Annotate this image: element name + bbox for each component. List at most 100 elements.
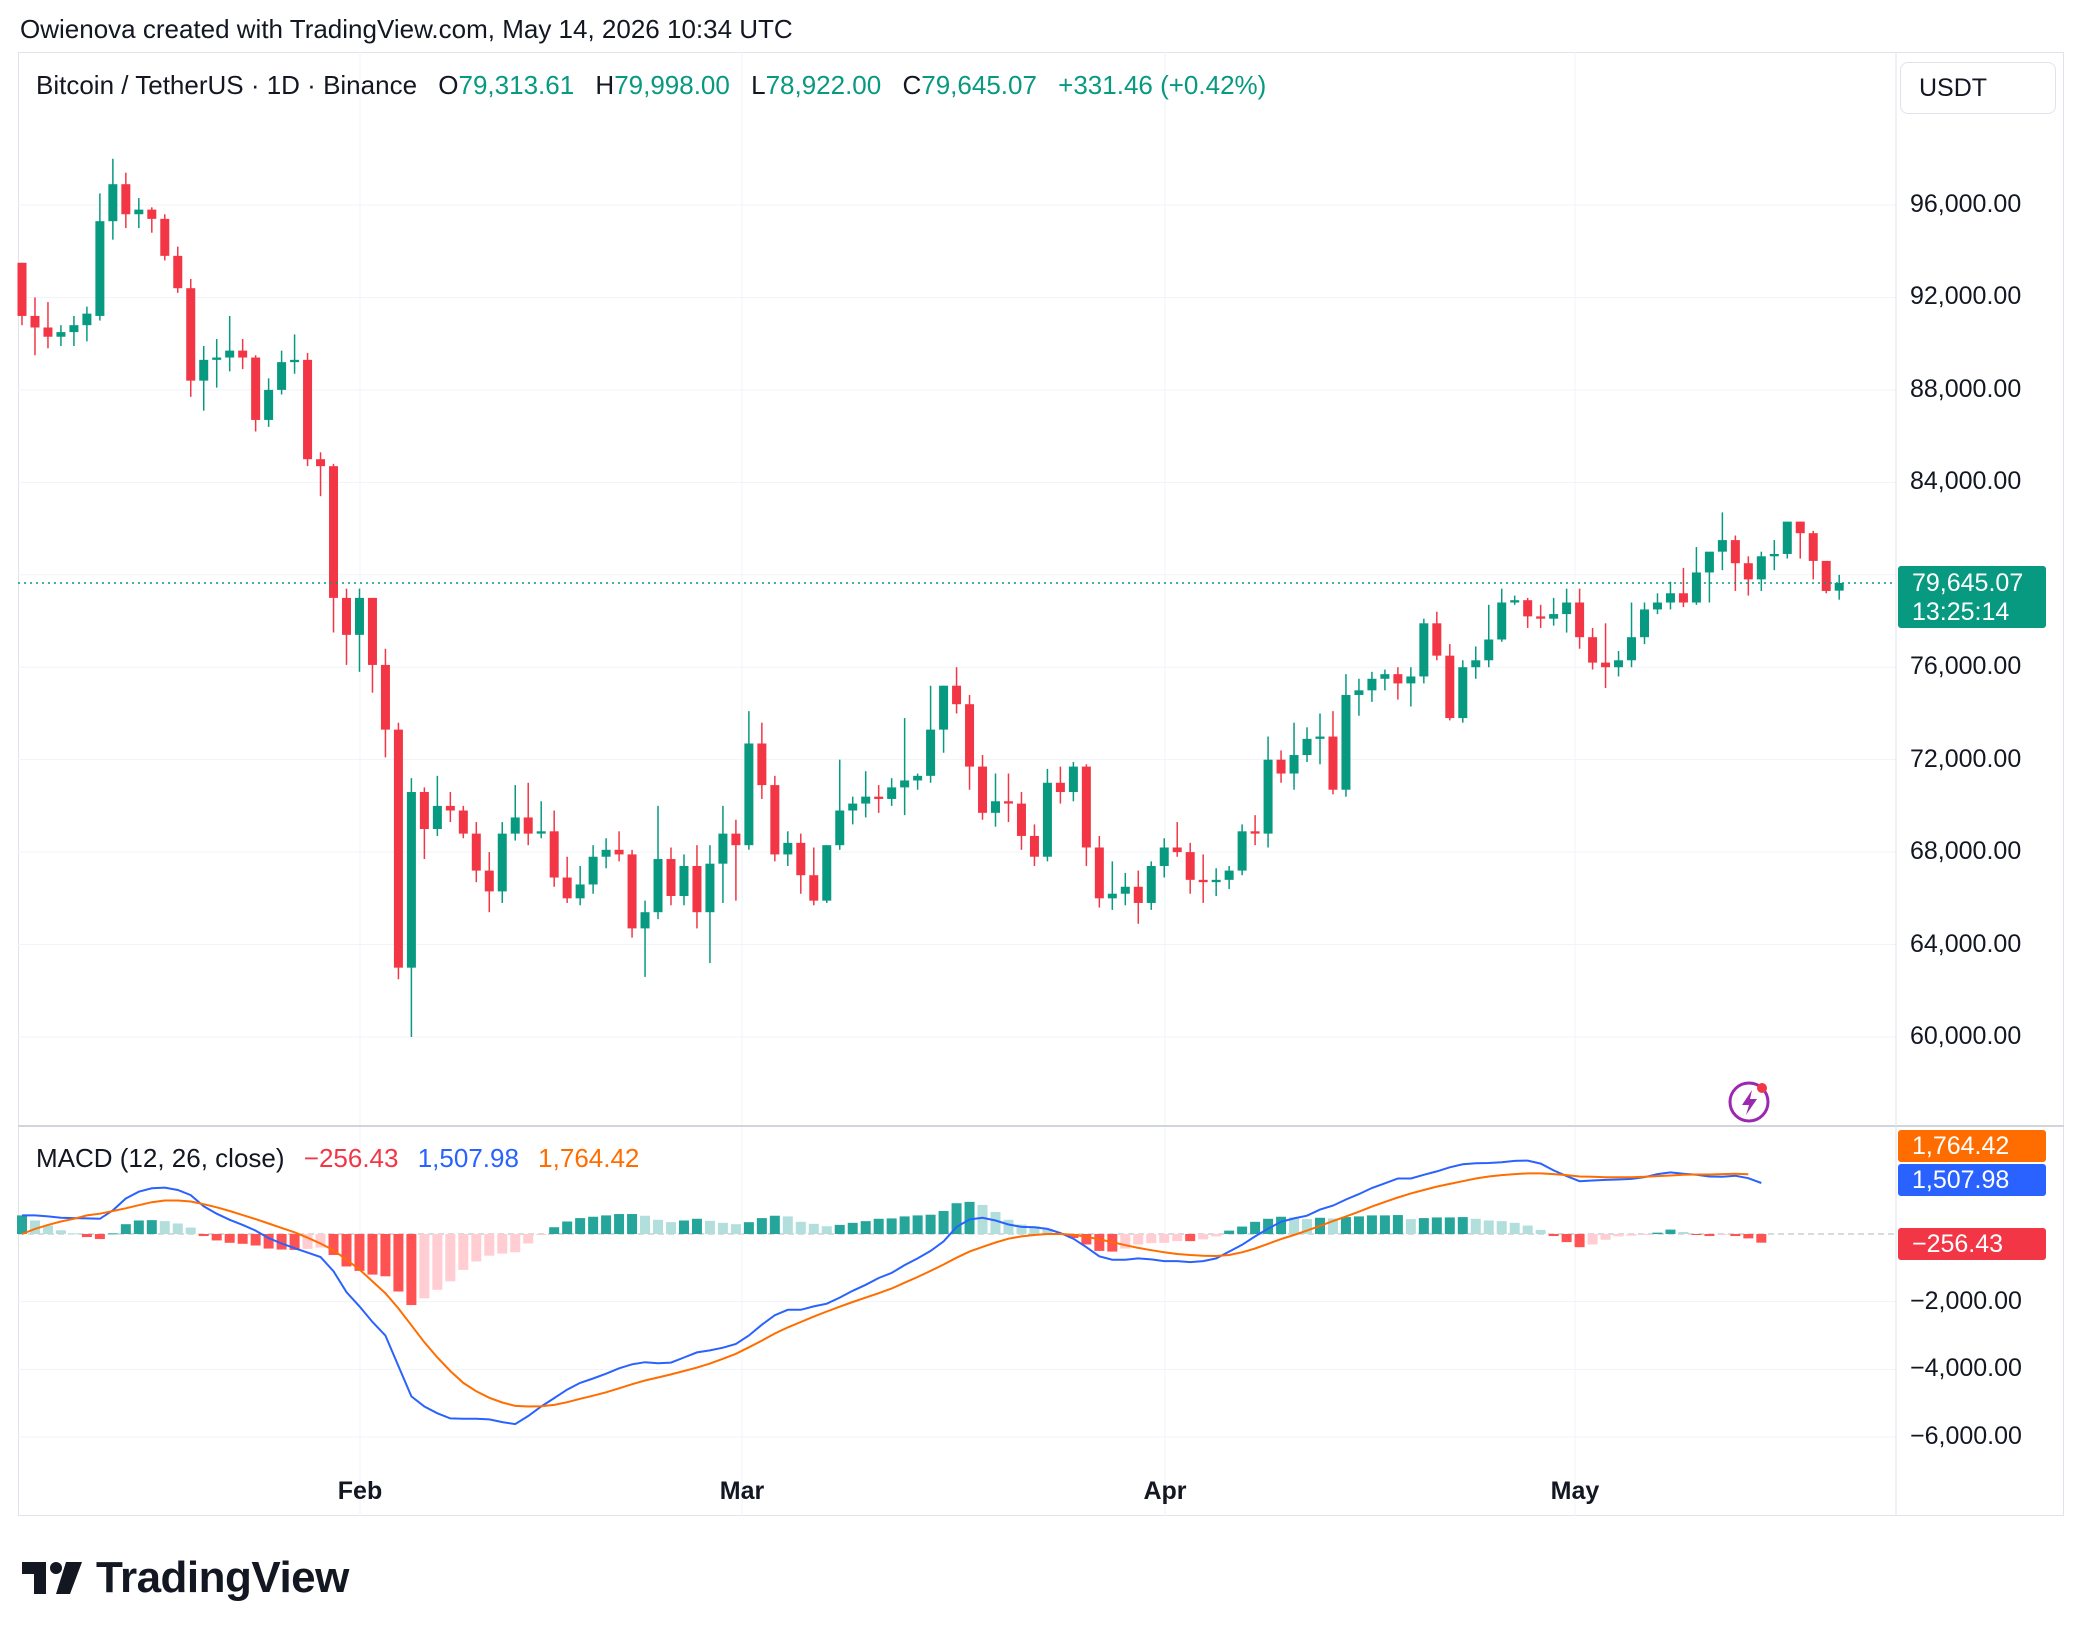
candle-body bbox=[770, 785, 780, 855]
candle-body bbox=[17, 262, 27, 316]
macd-histogram-bar bbox=[1496, 1221, 1507, 1234]
macd-histogram-bar bbox=[549, 1227, 560, 1234]
price-tick-label: 84,000.00 bbox=[1910, 467, 2022, 496]
time-tick-label: Feb bbox=[337, 1477, 383, 1505]
macd-histogram-bar bbox=[1276, 1216, 1287, 1234]
macd-histogram-bar bbox=[1185, 1234, 1196, 1242]
candle-body bbox=[653, 859, 663, 913]
candle-body bbox=[887, 787, 897, 799]
macd-histogram-bar bbox=[717, 1222, 728, 1234]
candle-body bbox=[1185, 852, 1195, 880]
macd-histogram-bar bbox=[834, 1224, 845, 1234]
macd-histogram-bar bbox=[289, 1234, 300, 1250]
candle-body bbox=[848, 803, 858, 811]
high-number: 79,998.00 bbox=[614, 70, 730, 100]
macd-histogram-bar bbox=[575, 1218, 586, 1234]
macd-histogram-bar bbox=[640, 1215, 651, 1234]
candle-body bbox=[1315, 736, 1325, 739]
macd-histogram-bar bbox=[68, 1233, 79, 1235]
candle-body bbox=[1354, 690, 1364, 695]
macd-histogram-bar bbox=[484, 1234, 495, 1256]
macd-histogram-bar bbox=[1237, 1226, 1248, 1234]
macd-histogram-bar bbox=[315, 1234, 326, 1248]
macd-histogram-bar bbox=[1548, 1234, 1559, 1237]
macd-histogram-bar bbox=[380, 1234, 391, 1277]
candle-body bbox=[367, 597, 377, 665]
candle-body bbox=[1640, 609, 1649, 638]
macd-histogram-bar bbox=[847, 1222, 858, 1234]
candle-body bbox=[1821, 560, 1831, 591]
candle-body bbox=[160, 218, 170, 256]
candle-body bbox=[212, 357, 222, 360]
candle-body bbox=[30, 315, 40, 328]
candle-body bbox=[614, 849, 624, 855]
low-number: 78,922.00 bbox=[765, 70, 882, 100]
price-tick-label: 72,000.00 bbox=[1910, 744, 2022, 773]
macd-title[interactable]: MACD (12, 26, close) bbox=[36, 1143, 285, 1173]
candle-body bbox=[303, 359, 313, 460]
macd-histogram-bar bbox=[1522, 1225, 1533, 1234]
candle-body bbox=[588, 856, 598, 885]
macd-tick-label: −4,000.00 bbox=[1910, 1354, 2022, 1383]
macd-histogram-bar bbox=[1457, 1217, 1468, 1234]
candle-body bbox=[380, 664, 390, 730]
candle-body bbox=[1406, 676, 1416, 684]
macd-histogram-bar bbox=[1444, 1217, 1455, 1234]
candle-body bbox=[1107, 893, 1117, 899]
candle-body bbox=[913, 775, 923, 781]
macd-histogram-bar bbox=[94, 1234, 105, 1240]
candle-body bbox=[627, 854, 637, 929]
macd-histogram-bar bbox=[614, 1214, 625, 1234]
candle-body bbox=[186, 288, 196, 381]
macd-histogram-bar bbox=[224, 1234, 235, 1243]
macd-tick-label: −6,000.00 bbox=[1910, 1422, 2022, 1450]
macd-histogram-bar bbox=[1756, 1234, 1767, 1243]
macd-histogram-bar bbox=[1159, 1234, 1170, 1243]
macd-histogram-bar bbox=[1133, 1234, 1144, 1245]
macd-histogram-bar bbox=[1224, 1230, 1235, 1234]
macd-histogram-bar bbox=[1198, 1234, 1209, 1240]
candle-body bbox=[445, 805, 455, 811]
macd-signal-tag: 1,764.42 bbox=[1898, 1130, 2046, 1162]
candle-body bbox=[264, 389, 274, 420]
candlestick-series bbox=[17, 158, 1896, 1037]
price-tick-label: 64,000.00 bbox=[1910, 929, 2022, 958]
candle-body bbox=[1704, 551, 1714, 573]
currency-button[interactable]: USDT bbox=[1900, 62, 2056, 114]
macd-histogram-bar bbox=[795, 1221, 806, 1234]
candle-body bbox=[731, 833, 741, 846]
macd-histogram-bar bbox=[445, 1234, 456, 1282]
candle-body bbox=[783, 842, 793, 855]
lightning-icon[interactable] bbox=[1728, 1078, 1774, 1129]
candle-body bbox=[147, 209, 157, 219]
signal-line bbox=[21, 1172, 1749, 1408]
macd-histogram-bar bbox=[432, 1234, 443, 1290]
macd-histogram-bar bbox=[1340, 1217, 1351, 1234]
macd-lines bbox=[21, 1159, 1762, 1426]
candle-body bbox=[1601, 662, 1611, 668]
candle-body bbox=[43, 327, 53, 337]
macd-histogram-bar bbox=[691, 1218, 702, 1234]
candle-body bbox=[1536, 616, 1546, 619]
macd-histogram-bar bbox=[1561, 1234, 1572, 1243]
macd-histogram-bar bbox=[302, 1234, 313, 1249]
macd-histogram-bar bbox=[1263, 1218, 1274, 1234]
macd-histogram-bar bbox=[81, 1234, 92, 1238]
tradingview-logo[interactable]: TradingView bbox=[22, 1553, 349, 1603]
candle-body bbox=[822, 845, 832, 901]
macd-legend: MACD (12, 26, close) −256.43 1,507.98 1,… bbox=[36, 1143, 639, 1174]
candle-body bbox=[874, 796, 884, 799]
macd-histogram-bar bbox=[172, 1223, 183, 1234]
macd-histogram-bar bbox=[678, 1220, 689, 1234]
macd-histogram-bar bbox=[925, 1214, 936, 1234]
candle-body bbox=[1042, 782, 1052, 857]
symbol-name[interactable]: Bitcoin / TetherUS · 1D · Binance bbox=[36, 70, 418, 100]
candle-body bbox=[1730, 540, 1740, 564]
candle-body bbox=[471, 833, 481, 871]
low-value: L78,922.00 bbox=[751, 70, 882, 100]
candle-body bbox=[1523, 600, 1533, 617]
macd-histogram-bar bbox=[1574, 1234, 1585, 1248]
macd-histogram-bar bbox=[873, 1218, 884, 1234]
macd-histogram-bar bbox=[406, 1234, 417, 1306]
